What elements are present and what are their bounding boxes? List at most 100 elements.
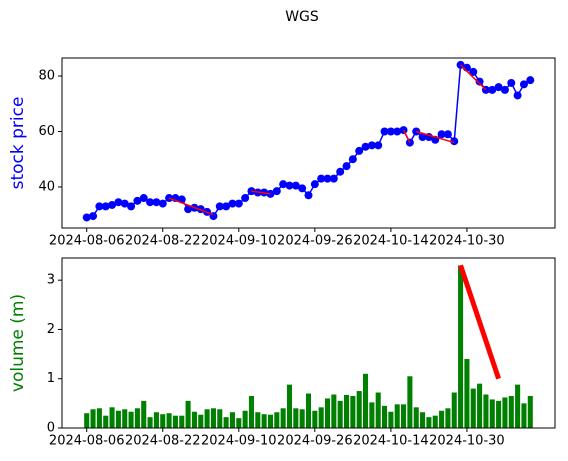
price-point — [228, 199, 237, 208]
bar — [122, 409, 128, 428]
price-point — [323, 174, 332, 183]
price-point — [285, 181, 294, 190]
y-tick-label: 60 — [38, 124, 55, 139]
bar — [274, 412, 280, 428]
bar — [261, 414, 267, 428]
trend-line — [402, 129, 411, 143]
price-point — [279, 180, 288, 189]
bar — [451, 392, 457, 428]
price-point — [475, 77, 484, 86]
bar — [248, 395, 255, 428]
bar — [394, 404, 400, 428]
bar — [508, 395, 514, 428]
bar — [458, 265, 464, 428]
trend-line — [460, 64, 487, 91]
bar — [191, 411, 197, 428]
bar — [388, 411, 394, 428]
price-point — [355, 146, 364, 155]
price-point — [329, 174, 338, 183]
price-point — [304, 191, 313, 200]
price-point — [222, 202, 231, 211]
bar — [286, 384, 293, 428]
bar — [293, 408, 299, 428]
bar — [96, 408, 102, 428]
price-point — [133, 196, 142, 205]
bar — [84, 413, 90, 428]
bar — [502, 397, 508, 428]
price-point — [139, 194, 148, 203]
price-point — [272, 187, 281, 196]
bar — [103, 415, 109, 428]
bar — [242, 410, 248, 428]
price-point — [437, 130, 446, 139]
bar — [445, 408, 451, 428]
price-point — [152, 198, 161, 207]
y-tick-label: 1 — [47, 371, 55, 386]
price-point — [513, 91, 522, 100]
plot-frame — [61, 57, 556, 229]
price-point — [367, 141, 376, 150]
bar — [312, 410, 318, 428]
bar — [153, 412, 159, 428]
price-point — [184, 205, 193, 214]
price-point — [108, 200, 117, 209]
price-point — [95, 202, 104, 211]
x-tick-label: 2024-09-26 — [277, 434, 353, 449]
bar — [527, 395, 533, 428]
bar — [198, 414, 204, 428]
bar — [179, 415, 185, 428]
price-point — [158, 199, 167, 208]
price-point — [450, 137, 459, 146]
price-point — [146, 198, 155, 207]
plot-frame — [61, 257, 556, 429]
x-tick-label: 2024-08-06 — [49, 234, 125, 249]
price-point — [127, 202, 136, 211]
price-point — [361, 142, 370, 151]
price-point — [507, 78, 516, 87]
bar — [147, 417, 153, 428]
y-tick-label: 80 — [38, 69, 55, 84]
price-point — [291, 181, 300, 190]
price-point — [120, 199, 129, 208]
bar — [375, 392, 381, 428]
bar — [236, 418, 242, 428]
bar — [210, 408, 216, 428]
bar — [267, 414, 274, 428]
x-tick-label: 2024-09-10 — [201, 434, 277, 449]
price-point — [386, 127, 395, 136]
price-point — [443, 130, 452, 139]
price-point — [488, 85, 497, 94]
price-point — [336, 167, 345, 176]
bar — [166, 413, 172, 428]
bar — [477, 383, 483, 428]
bar — [223, 417, 229, 428]
bar — [515, 384, 521, 428]
bar — [420, 412, 426, 428]
price-point — [234, 199, 243, 208]
bar — [401, 404, 407, 428]
price-point — [500, 85, 509, 94]
bar — [350, 395, 356, 428]
bar — [407, 376, 413, 428]
price-point — [494, 83, 503, 92]
bar — [432, 415, 438, 428]
bar — [305, 393, 312, 428]
price-point — [374, 141, 383, 150]
bar — [464, 359, 470, 428]
price-point — [519, 80, 528, 89]
x-tick-label: 2024-08-22 — [125, 434, 201, 449]
chart-title: WGS — [285, 9, 319, 25]
bar — [160, 414, 166, 428]
x-tick-label: 2024-10-14 — [353, 234, 429, 249]
bar — [217, 409, 223, 428]
price-point — [241, 194, 250, 203]
bar — [318, 407, 324, 428]
bar — [483, 394, 489, 428]
price-point — [298, 184, 307, 193]
bar — [337, 400, 343, 428]
bar — [185, 400, 191, 428]
price-point — [469, 67, 478, 76]
x-tick-label: 2024-10-30 — [429, 234, 505, 249]
bar — [109, 407, 115, 428]
